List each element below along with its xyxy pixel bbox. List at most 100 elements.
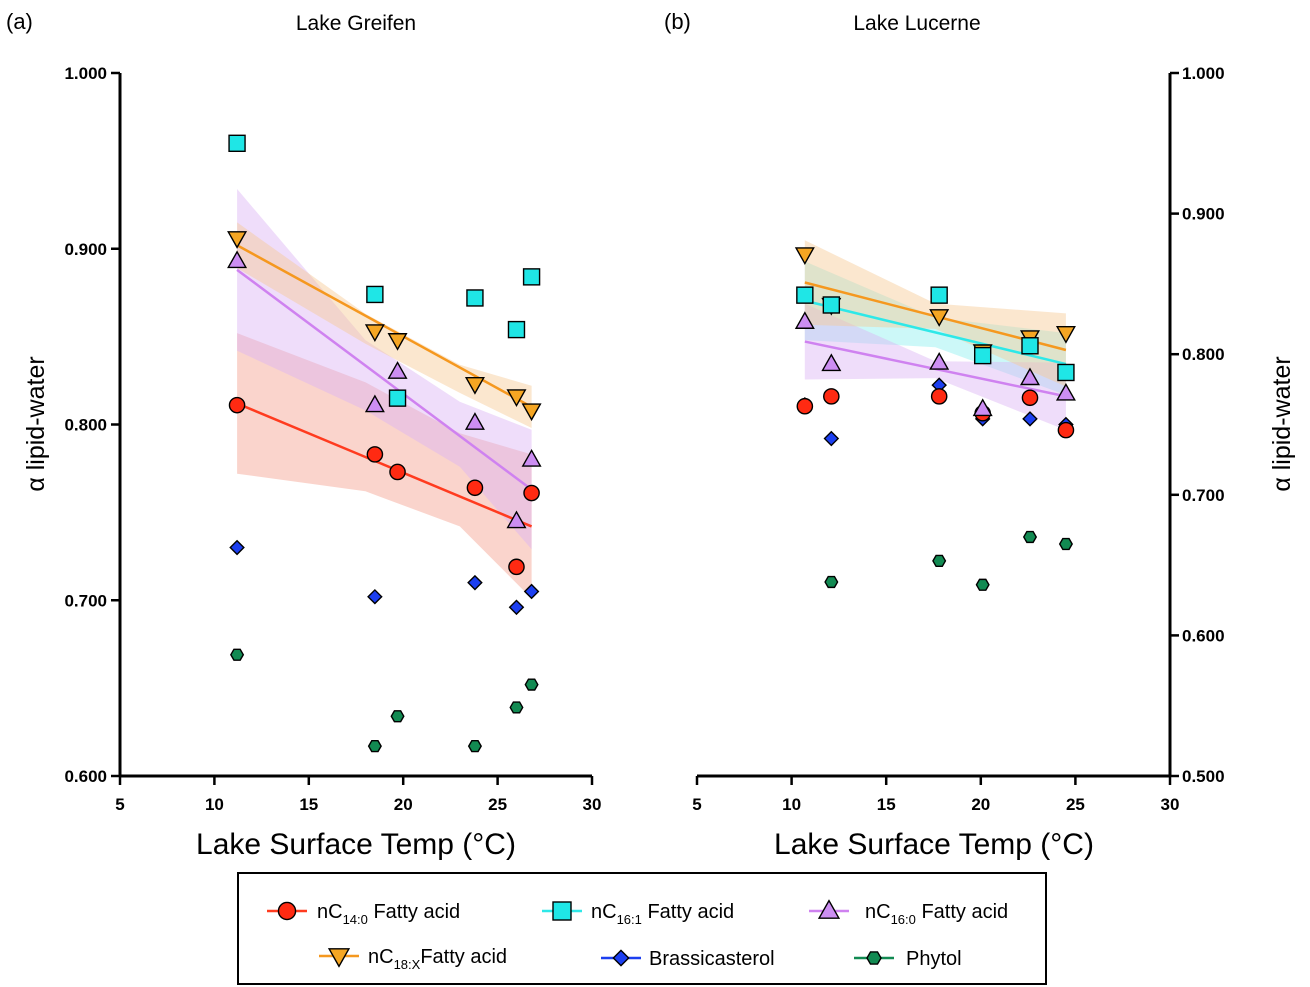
data-point-c14 [389, 463, 406, 481]
data-point-phyt [824, 575, 839, 589]
legend-marker-c14 [277, 901, 297, 921]
x-tick-label: 5 [115, 795, 124, 814]
data-point-c18x [794, 247, 815, 265]
y-tick-label: 1.000 [1182, 64, 1225, 83]
legend-box [237, 872, 1047, 985]
data-point-bras [1022, 411, 1038, 427]
data-point-c18x [227, 231, 248, 249]
panel-a-x-ticks: 5 10 15 20 25 30 [115, 776, 601, 814]
data-point-bras [367, 588, 383, 605]
legend-label-c160: nC16:0 Fatty acid [865, 901, 1008, 927]
panel-a-x-axis-title: Lake Surface Temp (°C) [196, 828, 516, 861]
panel-a-y-axis-title: α lipid-water [22, 356, 50, 491]
legend-label-suffix: Fatty acid [368, 901, 460, 923]
data-point-c14 [523, 484, 540, 502]
data-point-c14 [1057, 421, 1075, 439]
data-point-c161 [1021, 337, 1039, 355]
x-tick-label: 20 [394, 795, 413, 814]
fit-line-c160 [236, 268, 533, 491]
data-point-bras [523, 583, 540, 600]
data-point-phyt [1058, 537, 1073, 551]
data-point-c160 [521, 449, 542, 467]
data-point-phyt [932, 554, 947, 567]
data-point-bras [467, 574, 483, 591]
panel-a-confidence-bands [237, 189, 532, 599]
x-tick-label: 5 [692, 795, 701, 814]
panel-a-y-ticks: 0.600 0.700 0.800 0.900 1.000 [64, 64, 120, 786]
data-point-c161 [507, 320, 526, 339]
x-tick-label: 30 [583, 795, 602, 814]
data-point-c161 [822, 296, 841, 314]
data-point-c160 [794, 311, 815, 329]
data-point-c160 [972, 398, 993, 417]
data-point-c160 [821, 353, 842, 372]
data-point-c14 [508, 558, 525, 576]
legend-label-phyt: Phytol [906, 948, 962, 970]
legend-label-subscript: 16:0 [891, 912, 916, 927]
data-point-c161 [522, 268, 541, 286]
legend-label-suffix: Fatty acid [420, 946, 507, 968]
legend-label-c14: nC14:0 Fatty acid [317, 901, 460, 927]
legend-marker-phyt [866, 951, 882, 965]
data-point-bras [508, 599, 525, 616]
legend-label-c161: nC16:1 Fatty acid [591, 901, 734, 927]
panel-b-axes [697, 73, 1172, 778]
legend: nC14:0 Fatty acid nC16:1 Fatty acid nC16:0… [237, 872, 1047, 985]
y-tick-label: 0.700 [1182, 486, 1225, 505]
data-point-phyt [367, 740, 382, 753]
legend-marker-c160 [817, 899, 841, 919]
data-point-c14 [796, 397, 814, 415]
confidence-band-c160 [237, 189, 532, 550]
data-point-c160 [929, 352, 950, 370]
x-tick-label: 25 [1066, 795, 1085, 814]
fit-line-c14 [236, 402, 533, 528]
data-point-c161 [930, 286, 948, 304]
data-point-c160 [364, 394, 385, 413]
legend-label-main: Brassicasterol [649, 948, 775, 970]
panel-a-letter: (a) [6, 9, 33, 34]
legend-label-subscript: 16:1 [617, 912, 642, 927]
data-point-c161 [1057, 363, 1075, 382]
data-point-bras [229, 539, 245, 556]
panel-b-y-ticks: 0.500 0.600 0.700 0.800 0.900 1.000 [1170, 64, 1225, 786]
panel-a-title: Lake Greifen [296, 12, 416, 35]
panel-b-x-ticks: 5 10 15 20 25 30 [692, 776, 1179, 814]
data-point-c161 [388, 389, 407, 407]
y-tick-label: 0.600 [1182, 626, 1225, 645]
data-point-phyt [509, 701, 524, 714]
x-tick-label: 15 [299, 795, 318, 814]
legend-label-c18x: nC18:XFatty acid [368, 946, 507, 972]
x-tick-label: 25 [488, 795, 507, 814]
data-point-c161 [796, 286, 814, 304]
data-point-phyt [1022, 530, 1038, 544]
data-point-c18x [1055, 326, 1076, 344]
legend-label-suffix: Fatty acid [916, 901, 1008, 923]
y-tick-label: 0.800 [1182, 345, 1225, 364]
x-tick-label: 30 [1161, 795, 1180, 814]
legend-marker-bras [612, 949, 630, 967]
x-tick-label: 15 [877, 795, 896, 814]
data-point-c18x [387, 333, 408, 351]
data-point-c161 [366, 285, 384, 304]
legend-label-main: nC [317, 901, 343, 923]
data-point-c161 [973, 346, 992, 365]
legend-label-main: nC [591, 901, 617, 923]
y-tick-label: 0.500 [1182, 767, 1225, 786]
x-tick-label: 20 [971, 795, 990, 814]
data-point-c160 [506, 510, 527, 529]
data-point-phyt [467, 740, 482, 753]
data-point-phyt [524, 678, 539, 691]
data-point-c14 [823, 388, 840, 405]
data-point-c160 [227, 250, 248, 269]
data-point-c14 [930, 388, 948, 405]
data-point-phyt [975, 578, 990, 591]
y-tick-label: 1.000 [64, 64, 107, 83]
y-tick-label: 0.600 [64, 767, 107, 786]
legend-label-subscript: 18:X [394, 957, 421, 972]
data-point-c161 [228, 134, 246, 153]
legend-marker-c18x [327, 948, 351, 968]
data-point-c14 [366, 446, 384, 463]
y-tick-label: 0.900 [1182, 205, 1225, 224]
data-point-c160 [1055, 382, 1076, 401]
data-point-c18x [521, 403, 542, 422]
